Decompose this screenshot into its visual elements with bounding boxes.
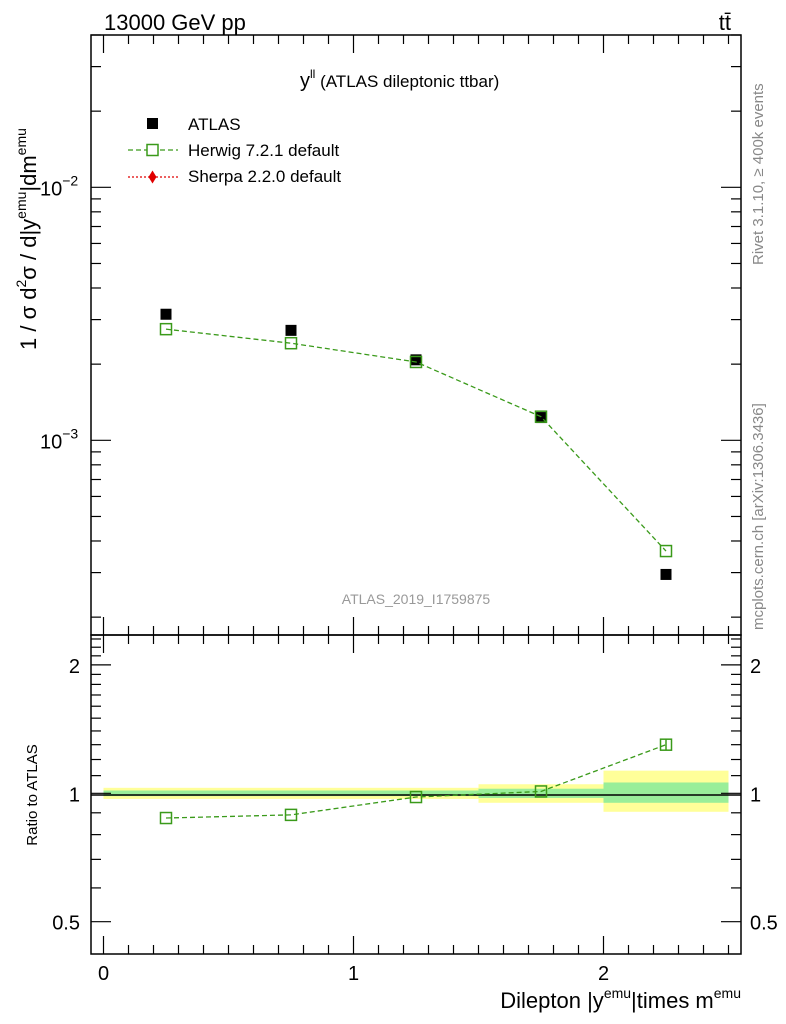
ratio-ytick-label-right-0: 0.5 xyxy=(750,913,778,935)
ratio-band-stat-1 xyxy=(228,790,354,797)
ratio-frame xyxy=(90,634,742,955)
main-title-main: y xyxy=(300,70,310,92)
ratio-xtick-label-2: 2 xyxy=(598,963,609,985)
ratio-herwig-point-3 xyxy=(534,785,548,798)
herwig-point-1 xyxy=(284,336,298,350)
legend-label-sherpa: Sherpa 2.2.0 default xyxy=(188,167,341,186)
atlas-point-4 xyxy=(660,568,672,580)
atlas-point-3 xyxy=(535,412,547,424)
energy-label: 13000 GeV pp xyxy=(104,10,246,35)
ylabel-part-5: emu xyxy=(13,128,29,155)
ratio-panel: 0 1 2 0.5 0.5 1 1 2 2 Ratio to ATLAS Dilepton |y… xyxy=(24,634,778,1013)
ratio-ytick-label-1: 1 xyxy=(69,784,80,806)
ratio-ytick-label-0: 0.5 xyxy=(52,913,80,935)
ylabel-part-3: emu xyxy=(13,192,29,219)
legend: ATLAS Herwig 7.2.1 default Sherpa 2.2.0 … xyxy=(128,115,341,186)
ratio-xtick-label-1: 1 xyxy=(348,963,359,985)
legend-label-atlas: ATLAS xyxy=(188,115,241,134)
ylabel-part-0: 1 / σ d xyxy=(16,288,41,351)
xlabel-part-2: |times m xyxy=(631,988,714,1013)
ratio-xlabel: Dilepton |yemu|times memu xyxy=(500,985,741,1013)
atlas-point-0 xyxy=(160,308,172,320)
legend-marker-atlas xyxy=(147,118,158,129)
ratio-band-stat-2 xyxy=(353,790,479,797)
xlabel-part-0: Dilepton |y xyxy=(500,988,604,1013)
main-axis-ticks: 10−2 10−3 xyxy=(40,34,741,635)
main-title-sup: ll xyxy=(310,67,315,81)
legend-marker-sherpa xyxy=(148,170,157,184)
rivet-label: Rivet 3.1.10, ≥ 400k events xyxy=(750,83,767,265)
atlas-point-1 xyxy=(285,324,297,336)
mcplots-label: mcplots.cern.ch [arXiv:1306.3436] xyxy=(750,403,767,630)
analysis-watermark: ATLAS_2019_I1759875 xyxy=(342,591,491,607)
ratio-herwig-line xyxy=(165,744,667,819)
ratio-ytick-label-right-2: 2 xyxy=(750,656,761,678)
herwig-line xyxy=(165,328,667,552)
xlabel-part-3: emu xyxy=(714,985,741,1001)
main-title: yll (ATLAS dileptonic ttbar) xyxy=(300,67,499,92)
ratio-band-stat-0 xyxy=(103,790,229,797)
ylabel-part-1: 2 xyxy=(13,280,29,288)
ratio-herwig-point-1 xyxy=(284,808,298,822)
main-series xyxy=(159,308,673,580)
ratio-band-stat-3 xyxy=(478,788,604,798)
process-label: tt̄ xyxy=(719,10,731,35)
ratio-band-stat-4 xyxy=(603,782,729,803)
herwig-point-0 xyxy=(159,322,173,336)
main-ylabel: 1 / σ d2σ / d|yemu|dmemu xyxy=(13,128,41,350)
main-title-rest: (ATLAS dileptonic ttbar) xyxy=(315,72,499,91)
atlas-point-2 xyxy=(410,354,422,366)
herwig-point-2 xyxy=(409,355,423,369)
main-panel: 10−2 10−3 yll (ATLAS dileptonic ttbar) 1 … xyxy=(13,34,742,636)
xlabel-part-1: emu xyxy=(604,985,631,1001)
herwig-point-4 xyxy=(659,544,673,558)
ylabel-part-2: σ / d|y xyxy=(16,219,41,280)
main-ytick-label-1: 10−3 xyxy=(40,425,78,453)
ratio-herwig-point-0 xyxy=(159,811,173,825)
ratio-herwig-point-2 xyxy=(409,790,423,804)
legend-marker-herwig xyxy=(146,143,159,157)
herwig-point-3 xyxy=(534,410,548,423)
main-ytick-label-0: 10−2 xyxy=(40,172,78,200)
ratio-series xyxy=(159,738,673,825)
ratio-bands xyxy=(103,770,729,812)
ratio-herwig-point-4 xyxy=(659,738,673,751)
ratio-xtick-label-0: 0 xyxy=(98,963,109,985)
ratio-ytick-label-right-1: 1 xyxy=(750,784,761,806)
ratio-axis-ticks: 0 1 2 0.5 0.5 1 1 2 2 xyxy=(52,635,778,985)
ylabel-part-4: |dm xyxy=(16,155,41,191)
legend-label-herwig: Herwig 7.2.1 default xyxy=(188,141,339,160)
ratio-ylabel: Ratio to ATLAS xyxy=(24,744,41,845)
ratio-ytick-label-2: 2 xyxy=(69,656,80,678)
